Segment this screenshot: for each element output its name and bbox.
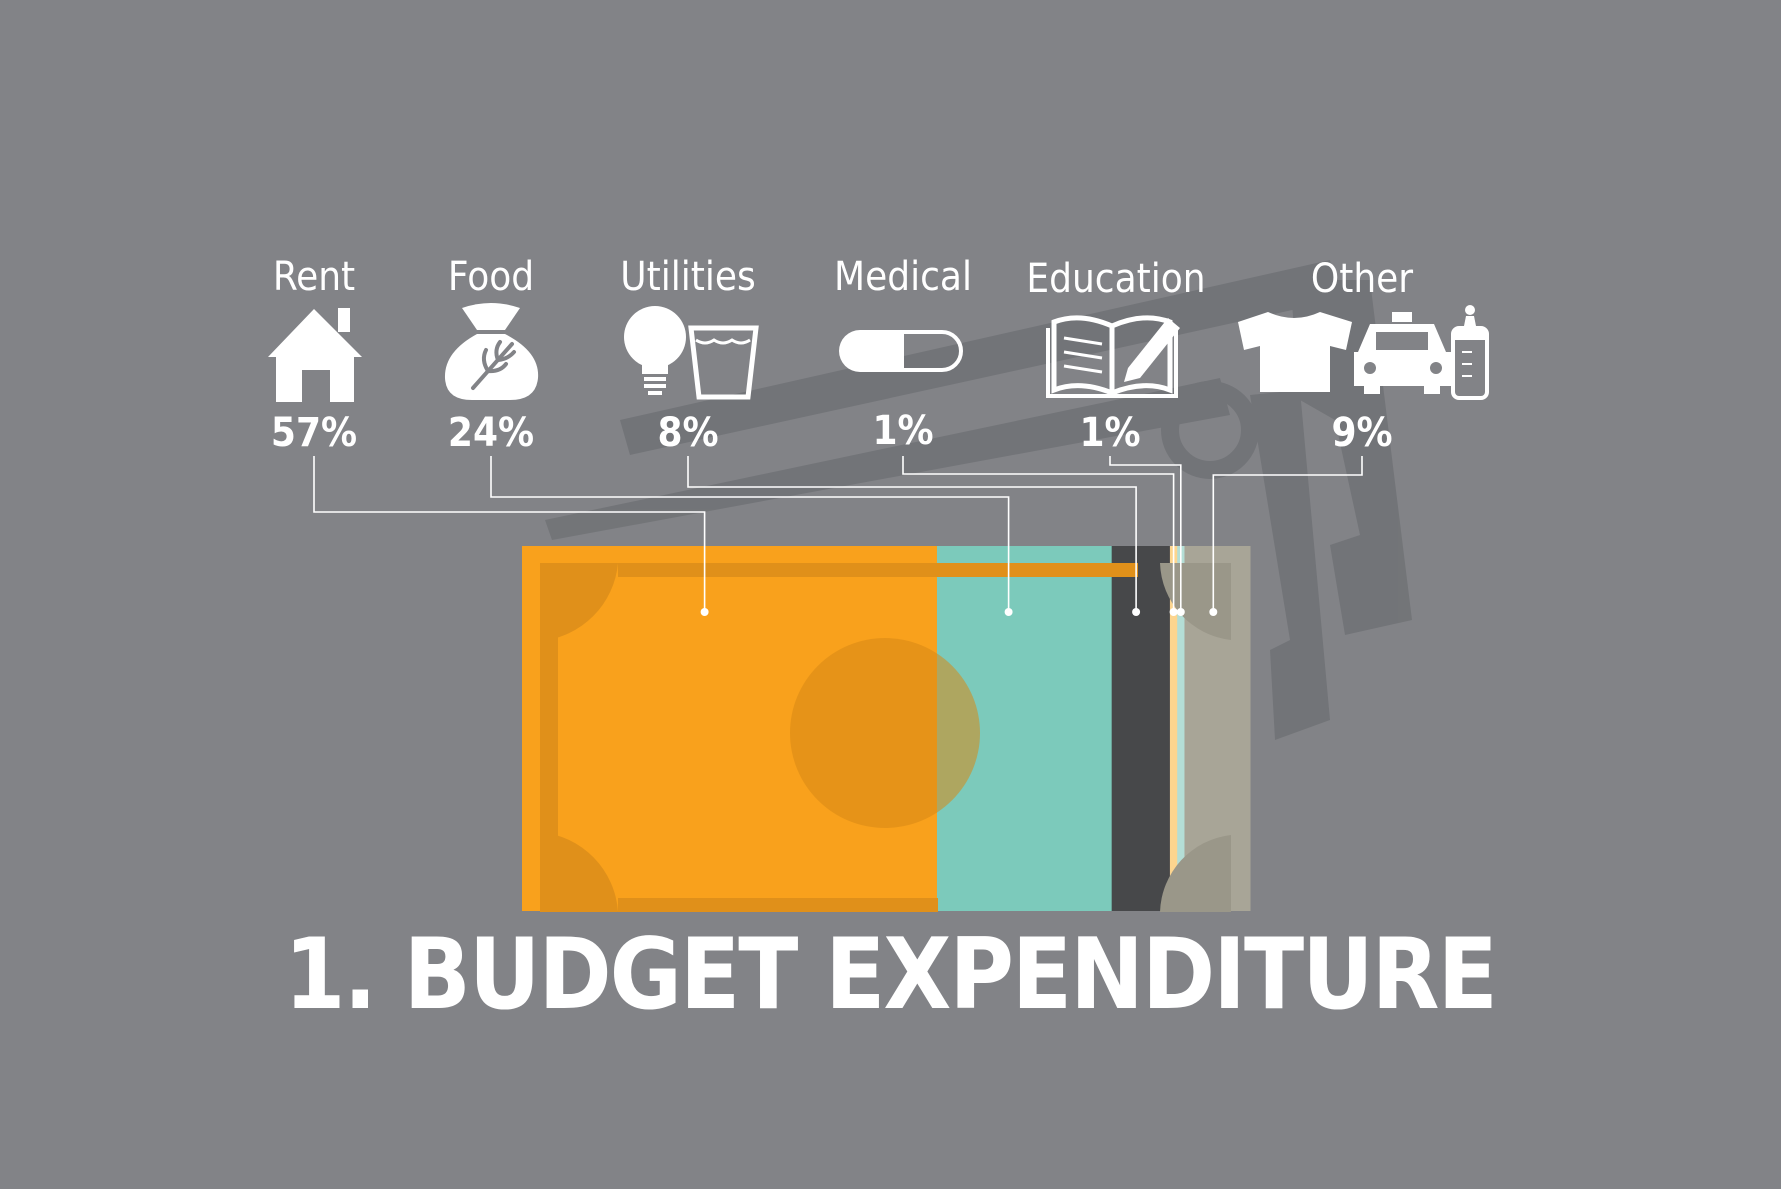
banknote-decoration [540, 563, 1231, 912]
value-medical: 1% [872, 408, 933, 454]
book-pencil-icon [1046, 315, 1180, 398]
lightbulb-water-icon [624, 306, 759, 400]
value-rent: 57% [271, 410, 357, 456]
value-education: 1% [1079, 410, 1140, 456]
pill-icon [839, 330, 963, 372]
leader-dot-utilities [1132, 608, 1141, 616]
leader-dot-rent [700, 608, 709, 616]
leader-dot-other [1209, 608, 1218, 616]
value-other: 9% [1331, 410, 1392, 456]
label-other: Other [1311, 256, 1413, 302]
label-education: Education [1026, 256, 1205, 302]
bar-segment-education [1177, 546, 1185, 911]
label-utilities: Utilities [620, 254, 755, 300]
leader-dot-medical [1169, 608, 1178, 616]
label-rent: Rent [273, 254, 355, 300]
leader-line-rent [313, 456, 706, 612]
bar-segment-medical [1169, 546, 1178, 911]
leader-dot-food [1004, 608, 1013, 616]
label-medical: Medical [834, 254, 972, 300]
value-utilities: 8% [657, 410, 718, 456]
leader-lines [313, 456, 1363, 616]
leader-dot-education [1176, 608, 1185, 616]
leader-line-medical [902, 456, 1175, 612]
house-icon [268, 308, 362, 402]
label-food: Food [448, 254, 534, 300]
value-food: 24% [448, 410, 534, 456]
shirt-taxi-bottle-icon [1238, 305, 1489, 400]
leader-line-utilities [687, 456, 1137, 612]
bar-segment-utilities [1111, 546, 1171, 911]
leader-line-food [490, 456, 1010, 612]
leader-line-education [1109, 456, 1182, 612]
chart-title: 1. BUDGET EXPENDITURE [284, 918, 1496, 1032]
grain-sack-icon [444, 303, 539, 400]
leader-line-other [1212, 456, 1363, 612]
